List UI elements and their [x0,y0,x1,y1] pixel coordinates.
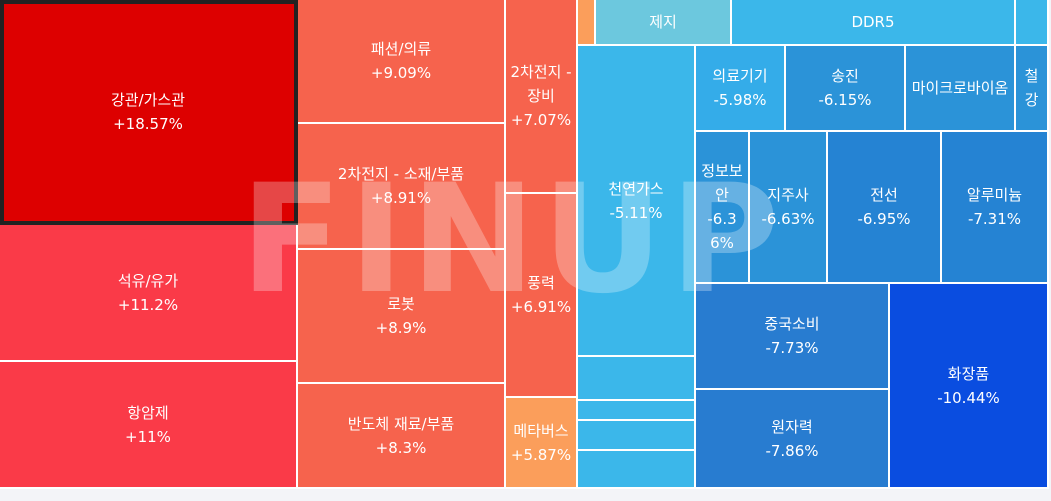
tile-value: +11.2% [117,295,179,314]
tile-petroleum[interactable]: 석유/유가 +11.2% [0,225,298,362]
tile-battery-equip[interactable]: 2차전지 - 장비 +7.07% [506,0,578,194]
tile-label: 천연가스 [608,179,664,198]
tile-label: 화장품 [947,364,990,383]
tile-label: 알루미늄 [966,186,1023,204]
tile-natural-gas[interactable]: 천연가스 -5.11% [578,46,696,357]
tile-label: 반도체 재료/부품 [347,414,455,433]
tile-top-right-small[interactable] [1016,0,1049,46]
tile-value: +6.91% [510,298,572,316]
tile-china-consumer[interactable]: 중국소비 -7.73% [696,284,890,390]
tile-value: -7.31% [967,210,1022,228]
tile-value: -6.15% [818,91,872,109]
tile-cancer-drug[interactable]: 항암제 +11% [0,362,298,489]
tile-label: 의료기기 [712,67,768,85]
tile-metaverse[interactable]: 메타버스 +5.87% [506,398,578,489]
tile-value: +5.87% [510,445,572,464]
tile-label: 송진 [831,67,859,85]
tile-orange-small[interactable] [578,0,596,46]
tile-value: -6.95% [857,210,911,228]
tile-label: 2차전지 - 장비 [510,63,572,105]
tile-cosmetics[interactable]: 화장품 -10.44% [890,284,1049,489]
tile-value: -5.11% [609,203,663,222]
tile-label: 중국소비 [764,315,820,333]
tile-value: +7.07% [510,111,572,129]
tile-value: -6.36% [707,210,737,252]
tile-value: +9.09% [370,64,432,82]
tile-wind[interactable]: 풍력 +6.91% [506,194,578,398]
tile-label: DDR5 [851,13,895,31]
tile-robot[interactable]: 로봇 +8.9% [298,250,506,384]
tile-info-security[interactable]: 정보보안 -6.36% [696,132,750,284]
tile-value: -7.86% [765,441,819,460]
tile-value: +18.57% [113,114,183,133]
tile-gas-small-2[interactable] [578,401,696,421]
tile-battery-material[interactable]: 2차전지 - 소재/부품 +8.91% [298,124,506,250]
tile-medical-device[interactable]: 의료기기 -5.98% [696,46,786,132]
tile-gas-pipe[interactable]: 강관/가스관 +18.57% [0,0,298,225]
tile-label: 2차전지 - 소재/부품 [337,165,465,183]
tile-value: -7.73% [765,339,819,357]
tile-gas-small-3[interactable] [578,421,696,451]
tile-nuclear[interactable]: 원자력 -7.86% [696,390,890,489]
tile-value: +8.91% [370,189,432,207]
tile-label: 풍력 [527,274,555,292]
tile-label: 항암제 [127,403,169,422]
tile-wire[interactable]: 전선 -6.95% [828,132,942,284]
tile-transmission[interactable]: 송진 -6.15% [786,46,906,132]
tile-value: +11% [125,427,171,446]
tile-fashion[interactable]: 패션/의류 +9.09% [298,0,506,124]
tile-label: 마이크로바이옴 [911,79,1009,97]
tile-value: -5.98% [713,91,767,109]
tile-label: 제지 [649,13,677,31]
tile-label: 석유/유가 [117,271,179,290]
tile-label: 철강 [1024,67,1039,109]
tile-ddr5[interactable]: DDR5 [732,0,1016,46]
tile-value: -6.63% [761,210,815,228]
tile-label: 원자력 [771,417,813,436]
tile-microbiome[interactable]: 마이크로바이옴 [906,46,1016,132]
tile-aluminum[interactable]: 알루미늄 -7.31% [942,132,1049,284]
tile-semi-material[interactable]: 반도체 재료/부품 +8.3% [298,384,506,489]
tile-label: 패션/의류 [370,40,432,58]
tile-holding[interactable]: 지주사 -6.63% [750,132,828,284]
tile-gas-small-1[interactable] [578,357,696,401]
tile-gas-small-4[interactable] [578,451,696,489]
tile-label: 로봇 [387,295,415,313]
tile-label: 메타버스 [513,421,569,440]
tile-label: 강관/가스관 [110,90,186,109]
tile-label: 전선 [870,186,898,204]
tile-paper[interactable]: 제지 [596,0,732,46]
tile-value: -10.44% [937,388,1000,407]
tile-value: +8.9% [375,319,427,337]
tile-label: 지주사 [767,186,809,204]
tile-steel[interactable]: 철강 [1016,46,1049,132]
tile-value: +8.3% [375,438,427,457]
tile-label: 정보보안 [701,162,743,204]
